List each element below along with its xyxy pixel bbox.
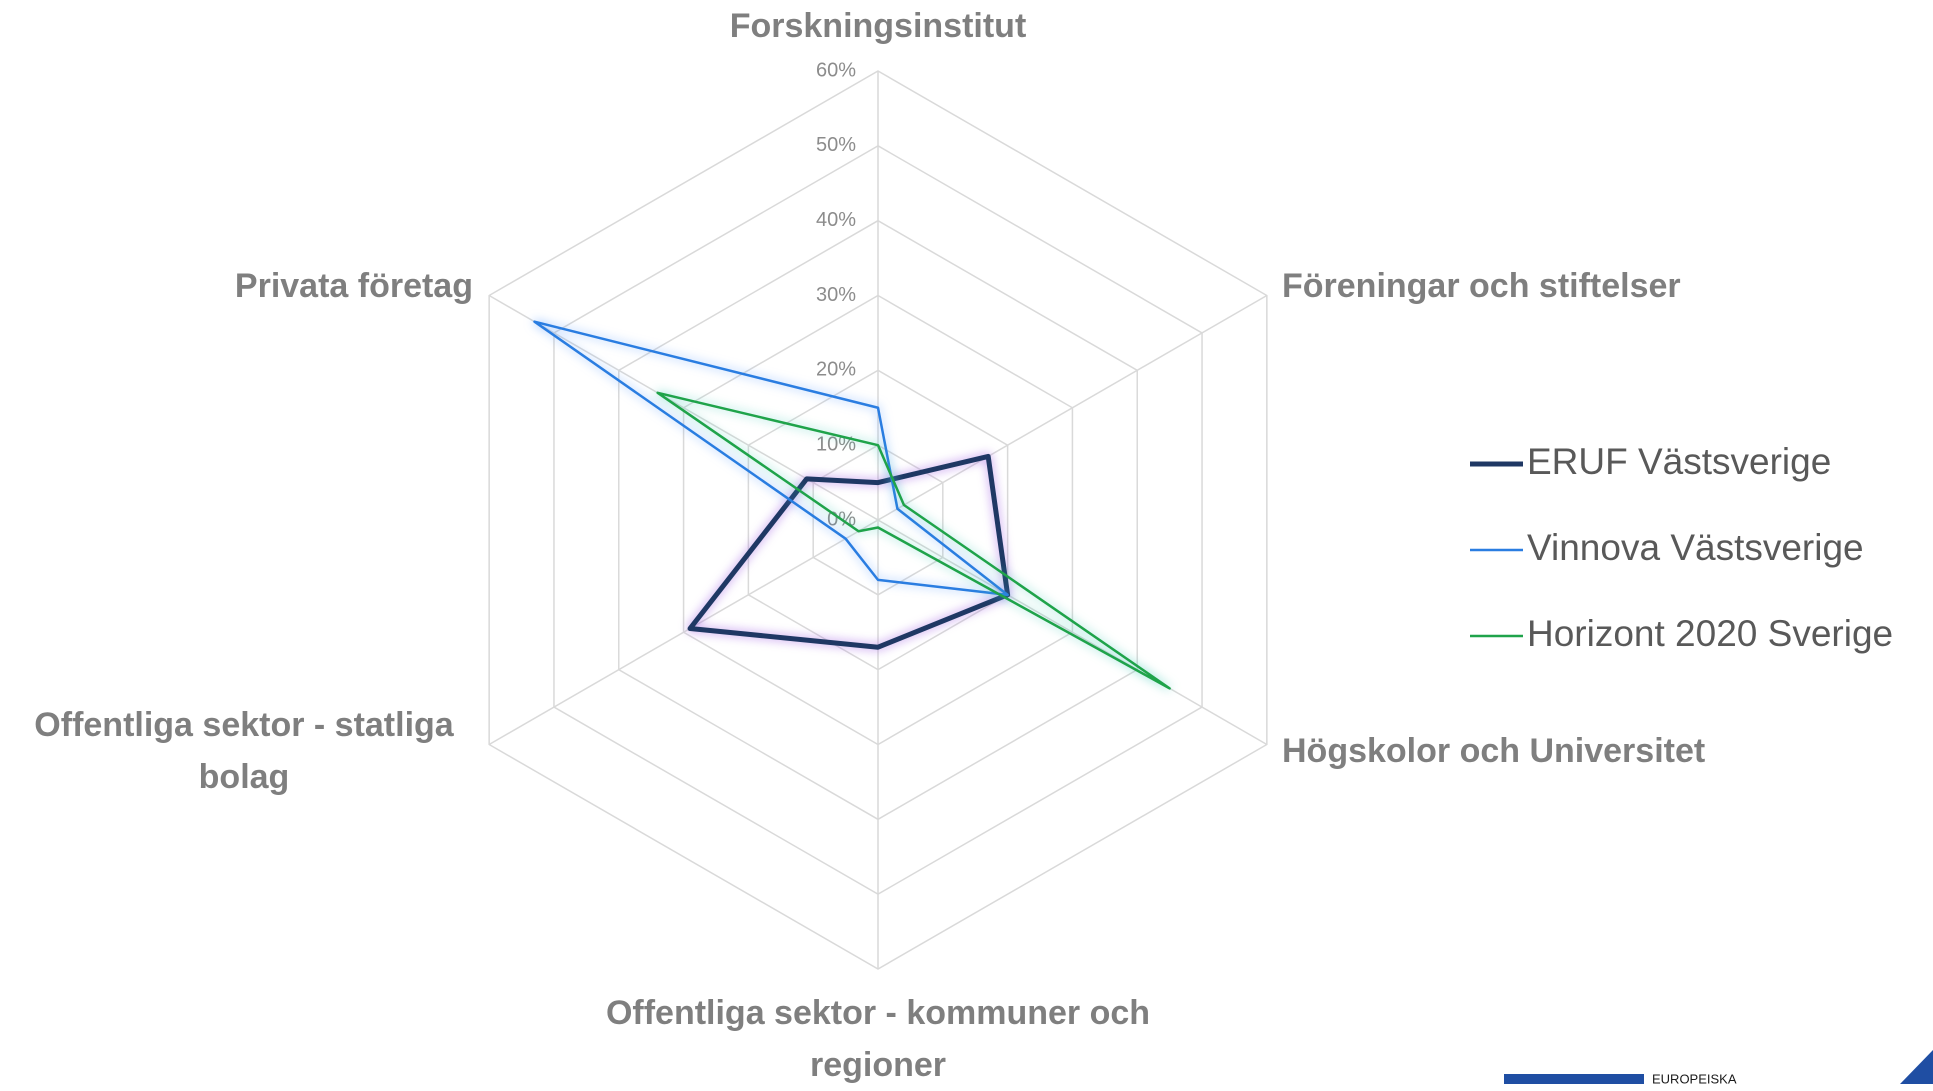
y-tick-label: 60% [816,59,856,81]
spoke [488,294,879,521]
spoke [877,294,1268,521]
spoke [877,519,1268,746]
legend-label: Horizont 2020 Sverige [1527,613,1893,654]
y-tick-label: 40% [816,209,856,231]
legend-label: Vinnova Västsverige [1527,527,1864,568]
category-label: Föreningar och stiftelser [1282,267,1681,305]
spoke [488,519,879,746]
series-line [687,453,1011,650]
series-line [533,320,1009,597]
y-tick-label: 50% [816,134,856,156]
category-label: Högskolor och Universitet [1282,732,1706,770]
category-label: Offentliga sektor - statliga bolag [34,706,454,796]
y-tick-label: 20% [816,359,856,381]
legend-label: ERUF Västsverige [1527,441,1831,482]
logo-text: EUROPEISKA [1652,1071,1737,1084]
category-label: Offentliga sektor - kommuner och regione… [605,994,1151,1084]
category-label: Forskningsinstitut [729,7,1027,45]
y-tick-label: 30% [816,284,856,306]
series-line [656,391,1171,690]
y-tick-label: 10% [816,433,856,455]
logo-shape [1900,1050,1933,1084]
logo-flag [1504,1074,1644,1084]
category-label: Privata företag [234,267,473,305]
